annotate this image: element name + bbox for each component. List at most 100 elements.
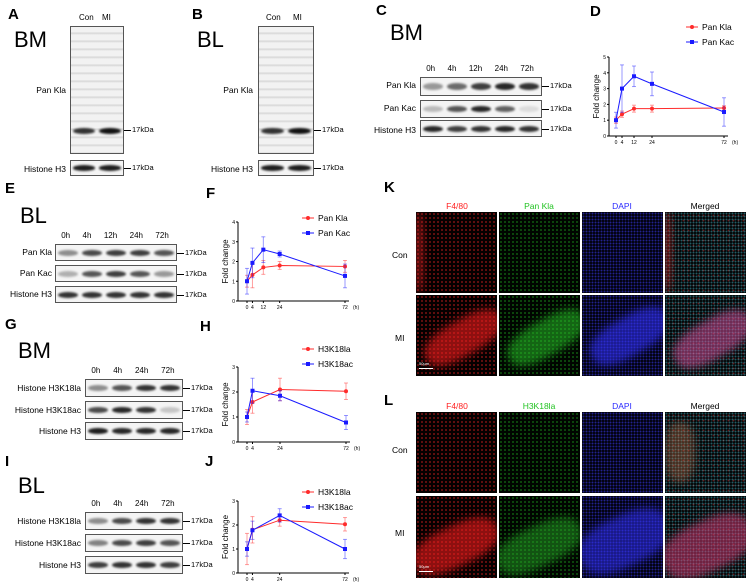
data-point <box>614 118 618 123</box>
blot-band <box>446 105 468 113</box>
lane-label: 72h <box>520 64 534 73</box>
legend-marker <box>306 362 310 366</box>
data-point <box>278 387 282 392</box>
blot-band <box>159 561 181 569</box>
legend-marker <box>306 490 310 494</box>
row-label: Histone H3 <box>9 289 52 299</box>
legend-label: H3K18ac <box>318 502 354 512</box>
blot-band <box>87 427 109 435</box>
blot-band <box>470 125 492 132</box>
marker-label: 17kDa <box>124 125 154 134</box>
row-label: Histone H3K18ac <box>14 405 81 415</box>
blot-band <box>153 291 175 298</box>
lane-label: 0h <box>61 231 71 240</box>
blot-band <box>159 427 181 435</box>
x-tick-label: 4 <box>621 140 624 146</box>
marker-label: 17kDa <box>183 516 213 525</box>
blot-band <box>135 406 157 414</box>
x-tick-label: 0 <box>246 577 249 583</box>
western-blot <box>420 100 542 118</box>
column-header-f480: F4/80 <box>446 401 468 411</box>
lane-labels: 0h 4h 24h 72h <box>85 499 181 508</box>
blot-band <box>153 270 175 277</box>
data-point <box>343 522 347 527</box>
blot-band <box>99 127 121 134</box>
x-tick-label: 0 <box>246 305 249 311</box>
blot-band <box>57 270 79 277</box>
blot-band <box>288 127 311 134</box>
panel-label-d: D <box>590 3 601 20</box>
x-tick-label: 4 <box>251 577 254 583</box>
panel-label-h: H <box>200 318 211 335</box>
micrograph-f480-mi: 50μm <box>416 496 497 578</box>
data-point <box>277 518 282 523</box>
x-unit-label: (h) <box>354 446 360 452</box>
x-unit-label: (h) <box>353 305 359 311</box>
data-point <box>278 393 282 398</box>
micrograph-merged-mi <box>665 496 746 578</box>
blot-band <box>159 517 181 525</box>
blot-band <box>81 270 103 277</box>
y-tick-label: 4 <box>232 220 235 226</box>
legend-label: Pan Kla <box>702 22 732 32</box>
blot-band <box>494 125 516 132</box>
marker-label: 17kDa <box>183 383 213 392</box>
row-label: Pan Kac <box>19 268 52 278</box>
tissue-label: BL <box>20 203 47 228</box>
row-label: Histone H3K18la <box>17 516 81 526</box>
panel-label-k: K <box>384 179 395 196</box>
western-blot <box>55 244 177 261</box>
lane-label: Con <box>266 13 281 22</box>
data-point <box>245 279 249 284</box>
y-tick-label: 2 <box>232 390 235 396</box>
x-tick-label: 24 <box>277 446 283 452</box>
lane-label: 0h <box>91 499 101 508</box>
western-blot <box>85 401 183 419</box>
blot-band <box>87 406 109 414</box>
tissue-label: BL <box>18 473 45 498</box>
column-header-f480: F4/80 <box>446 201 468 211</box>
x-tick-label: 24 <box>649 140 655 146</box>
blot-band <box>135 384 157 392</box>
lane-labels: 0h 4h 12h 24h 72h <box>55 231 175 240</box>
micrograph-dapi-mi <box>582 295 663 376</box>
legend-marker <box>690 25 694 29</box>
western-blot <box>55 265 177 282</box>
data-point <box>620 112 624 117</box>
marker-label: 17kDa <box>542 81 572 90</box>
blot-band <box>261 127 284 134</box>
column-header-merged: Merged <box>690 401 720 411</box>
micrograph-merged-con <box>665 212 746 293</box>
y-tick-label: 5 <box>603 55 606 61</box>
data-point <box>344 389 348 394</box>
data-point <box>250 272 255 277</box>
micrograph-f480-mi: 50μm <box>416 295 497 376</box>
row-label: Histone H3 <box>38 560 81 570</box>
data-point <box>250 400 255 404</box>
blot-band <box>81 249 103 256</box>
blot-band <box>111 517 133 525</box>
y-tick-label: 0 <box>232 299 235 305</box>
blot-band <box>111 539 133 547</box>
data-point <box>250 527 255 532</box>
lane-label: MI <box>293 13 302 22</box>
micrograph-f480-con <box>416 412 497 493</box>
blot-band <box>135 561 157 569</box>
blot-band <box>81 291 103 298</box>
legend-marker <box>690 40 694 44</box>
y-tick-label: 3 <box>232 240 235 246</box>
series-line-pan-kla <box>615 107 725 121</box>
panel-label-j: J <box>205 453 214 470</box>
blot-band <box>105 291 127 298</box>
row-label-mi: MI <box>395 528 405 538</box>
x-tick-label: 4 <box>251 305 254 311</box>
y-tick-label: 0 <box>603 134 606 140</box>
scale-bar <box>419 368 433 369</box>
row-label: Pan Kla <box>22 247 52 257</box>
marker-label: 17kDa <box>177 248 207 257</box>
panel-label-i: I <box>5 453 10 470</box>
western-blot <box>85 512 183 530</box>
